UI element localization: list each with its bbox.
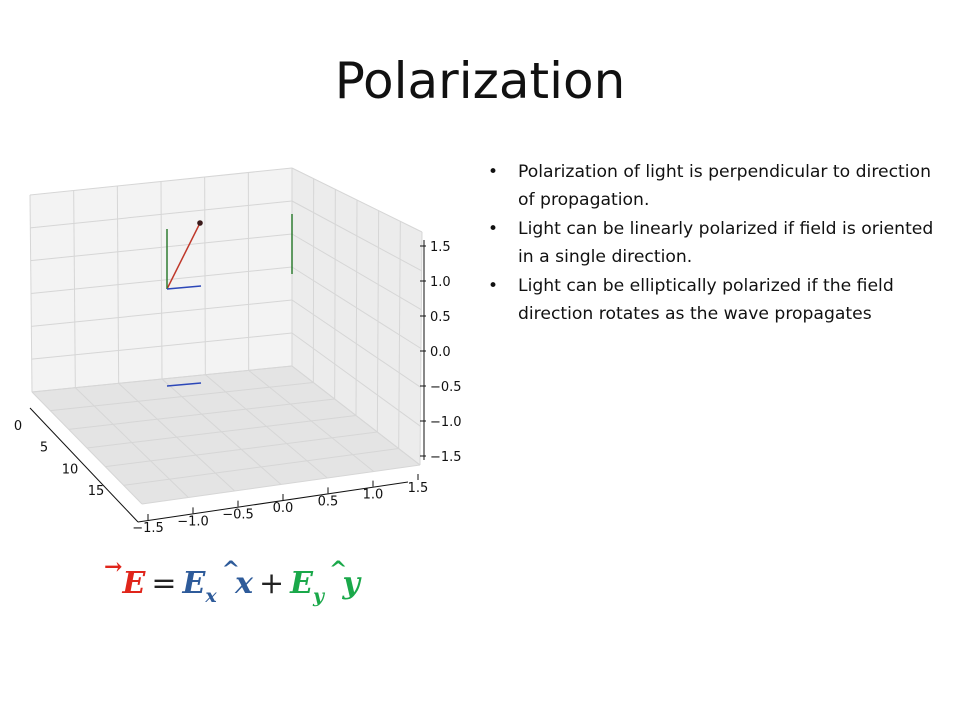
gridline (123, 448, 399, 486)
bullet-item: Light can be linearly polarized if field… (484, 215, 944, 271)
blue-component-line (166, 285, 202, 290)
equals-sign: = (151, 566, 177, 601)
hat-icon: ^ (221, 557, 241, 583)
plus-sign: + (258, 566, 285, 601)
field-vector-tip (197, 220, 203, 226)
gridline (291, 365, 421, 466)
bullet-list: Polarization of light is perpendicular t… (484, 158, 944, 329)
slide-title: Polarization (334, 52, 626, 110)
depth-tick-label: 10 (62, 462, 79, 477)
blue-projection-line (166, 382, 202, 387)
x-unit-vector: ^x (221, 557, 253, 601)
gridline (291, 332, 421, 427)
x-tick-label: 1.0 (363, 488, 384, 503)
z-tick-label: 1.5 (430, 240, 451, 255)
depth-tick-label: 15 (88, 484, 105, 499)
x-tick-label: 0.5 (318, 494, 339, 509)
y-component-term: Ey^y (290, 557, 360, 607)
depth-tick-label: 0 (14, 419, 22, 434)
plot-gridlines (29, 167, 423, 505)
x-tick-label: −1.0 (177, 514, 209, 529)
z-tick-label: −1.0 (430, 415, 462, 430)
field-equation: →E = Ex^x + Ey^y (104, 554, 360, 622)
x-tick-label: 0.0 (273, 501, 294, 516)
x-tick-label: 1.5 (408, 481, 429, 496)
x-component-term: Ex^x (182, 557, 253, 607)
z-tick-label: 0.5 (430, 310, 451, 325)
vector-arrow-icon: → (104, 554, 123, 580)
gridline (141, 464, 421, 505)
hat-icon: ^ (329, 557, 348, 583)
x-tick-label: −1.5 (132, 521, 164, 536)
y-unit-vector: ^y (329, 557, 360, 601)
plot-ticks: −1.5 −1.0 −0.5 0.0 0.5 1.0 1.5 1.5 1.0 0.5 0.0 −0.5… (14, 240, 462, 536)
bullet-item: Polarization of light is perpendicular t… (484, 158, 944, 214)
gridline (31, 365, 293, 393)
x-axis-line (137, 481, 409, 523)
field-vector-line (166, 222, 201, 290)
gridline (204, 176, 206, 375)
gridline (31, 332, 293, 360)
x-tick-label: −0.5 (222, 508, 254, 523)
bullet-item: Light can be elliptically polarized if t… (484, 272, 944, 328)
z-tick-label: 0.0 (430, 345, 451, 360)
e-vector-symbol: →E (104, 554, 146, 601)
3d-polarization-plot: −1.5 −1.0 −0.5 0.0 0.5 1.0 1.5 1.5 1.0 0.5 0.0 −0.5… (14, 167, 462, 536)
depth-axis-line (29, 407, 139, 523)
depth-tick-label: 5 (40, 441, 48, 456)
gridline (419, 231, 423, 466)
z-tick-label: −0.5 (430, 380, 462, 395)
z-tick-label: 1.0 (430, 275, 451, 290)
z-tick-label: −1.5 (430, 450, 462, 465)
